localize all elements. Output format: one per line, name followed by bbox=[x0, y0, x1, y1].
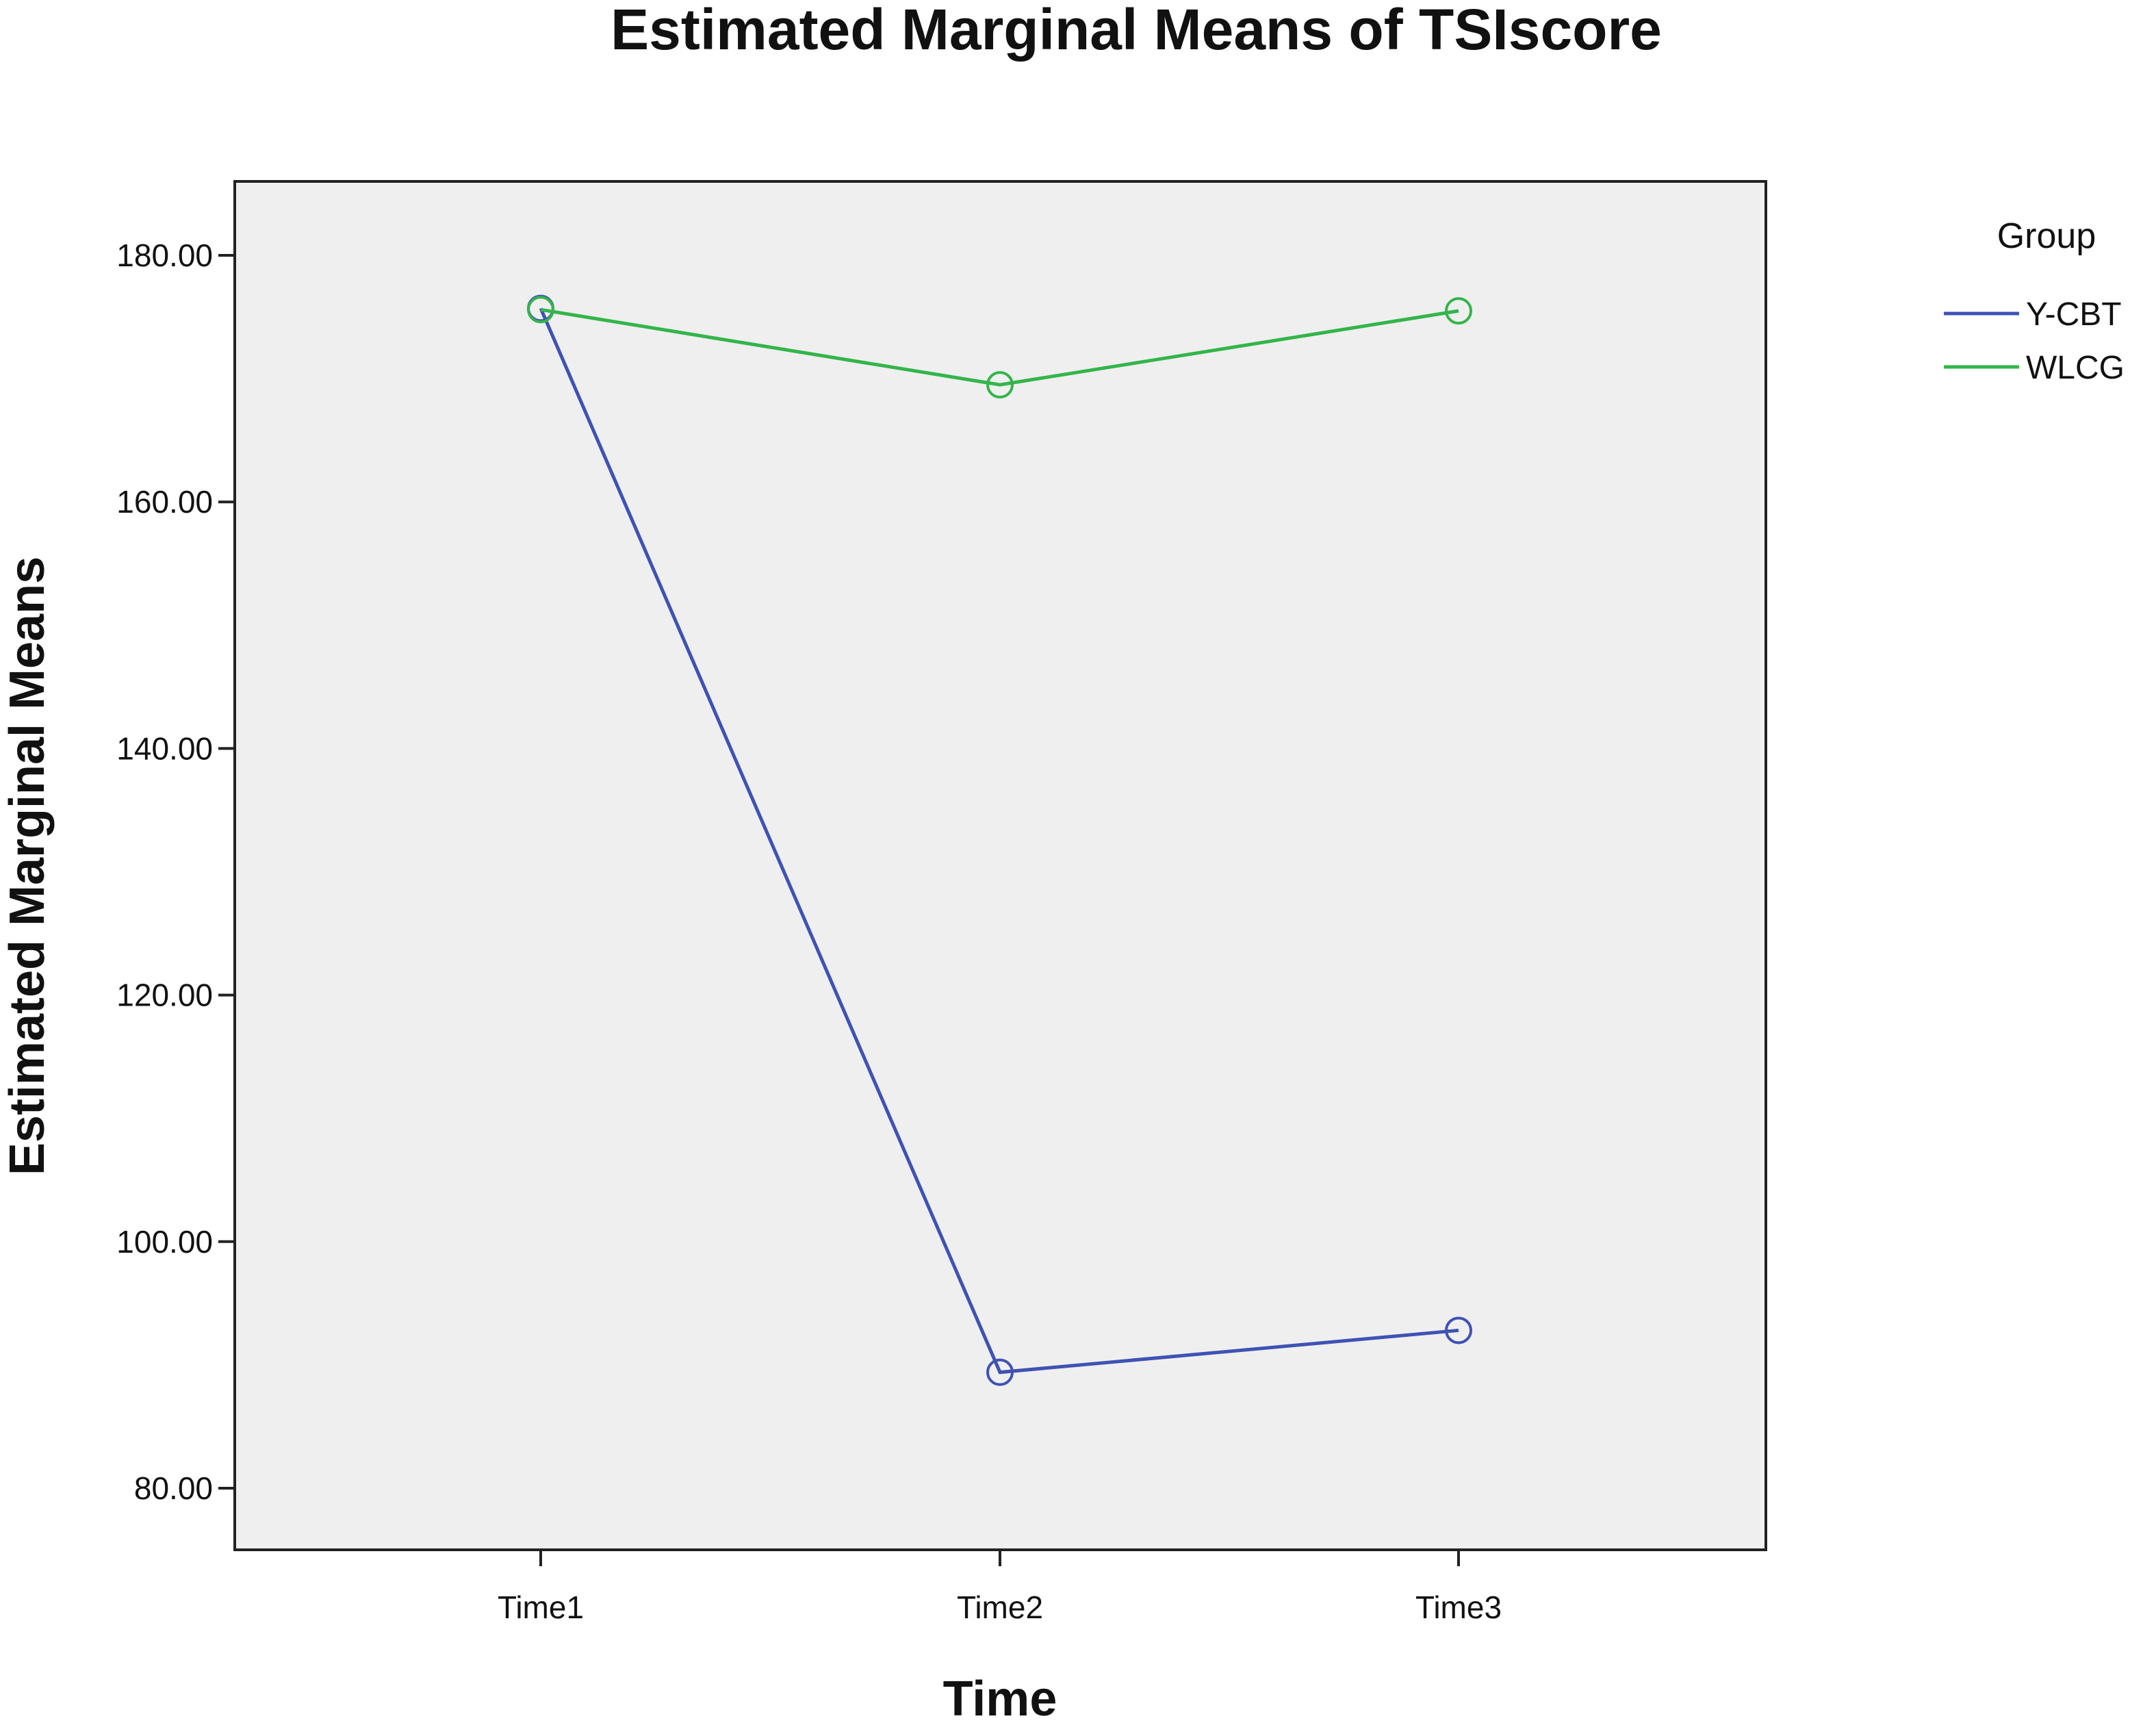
series-line bbox=[540, 307, 1459, 387]
data-point bbox=[1445, 1316, 1472, 1344]
series-line bbox=[539, 307, 1459, 1375]
x-axis: Time1 Time2 Time3 bbox=[498, 1550, 1502, 1625]
y-tick-label: 180.00 bbox=[116, 238, 213, 273]
chart-title: Estimated Marginal Means of TSIscore bbox=[611, 0, 1662, 62]
legend-label: WLCG bbox=[2026, 350, 2125, 386]
x-axis-label: Time bbox=[943, 1672, 1057, 1723]
plot-area bbox=[233, 180, 1767, 1551]
y-axis: 80.00 100.00 120.00 140.00 160.00 180.00 bbox=[116, 238, 235, 1506]
legend-item: Y-CBT bbox=[1944, 296, 2122, 333]
data-point bbox=[986, 1358, 1014, 1386]
y-tick-label: 160.00 bbox=[116, 484, 213, 520]
data-point bbox=[527, 296, 554, 324]
data-point bbox=[986, 371, 1014, 399]
y-tick-label: 140.00 bbox=[116, 730, 213, 766]
y-tick-label: 100.00 bbox=[116, 1224, 213, 1260]
x-tick-label: Time3 bbox=[1415, 1590, 1502, 1625]
series-layer bbox=[527, 294, 1472, 1386]
y-tick-label: 120.00 bbox=[116, 978, 213, 1013]
x-tick-label: Time2 bbox=[957, 1590, 1043, 1625]
legend: Group Y-CBT WLCG bbox=[1944, 216, 2125, 386]
y-tick-label: 80.00 bbox=[134, 1470, 213, 1506]
y-axis-label: Estimated Marginal Means bbox=[0, 557, 55, 1175]
legend-items: Y-CBT WLCG bbox=[1944, 296, 2125, 386]
data-point bbox=[1445, 297, 1472, 325]
series-wlcg bbox=[527, 296, 1472, 399]
legend-label: Y-CBT bbox=[2026, 296, 2122, 333]
x-tick-label: Time1 bbox=[498, 1590, 584, 1625]
legend-item: WLCG bbox=[1944, 350, 2125, 386]
legend-title: Group bbox=[1997, 216, 2096, 256]
